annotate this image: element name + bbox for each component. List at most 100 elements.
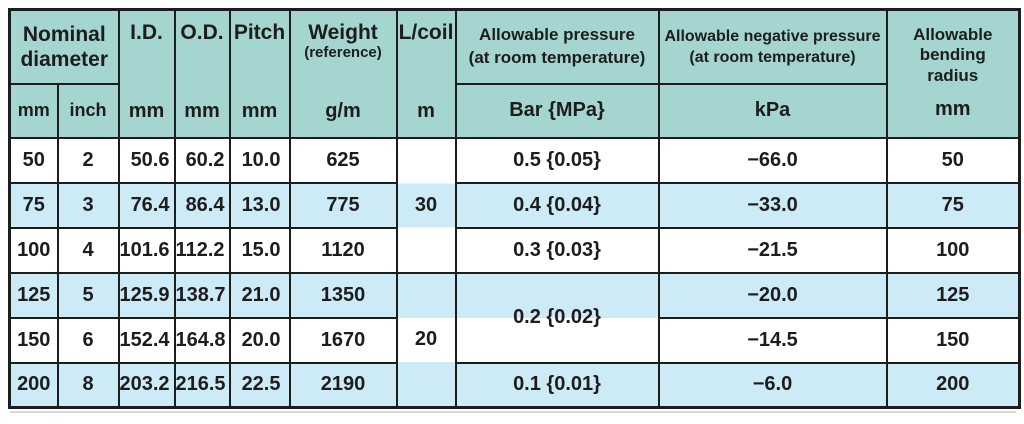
- cell-weight: 1350: [288, 271, 398, 319]
- cell-nominal-mm: 100: [8, 226, 59, 274]
- cell-nominal-inch: 6: [56, 316, 120, 364]
- header-negative-pressure-sub: (at room temperature): [689, 48, 856, 66]
- header-pitch-label: Pitch: [233, 20, 286, 44]
- header-pressure: Allowable pressure (at room temperature): [454, 8, 660, 85]
- header-negative-pressure: Allowable negative pressure (at room tem…: [657, 8, 888, 85]
- cell-pressure-group: 0.2 {0.02}: [454, 271, 660, 364]
- cell-od: 86.4: [173, 181, 231, 229]
- header-pressure-label: Allowable pressure: [479, 25, 635, 45]
- table-row-150: 150 6 152.4 164.8 20.0 1670 −14.5 150: [8, 316, 1021, 364]
- cell-id: 76.4: [117, 181, 176, 229]
- cell-pitch: 22.5: [228, 361, 291, 409]
- cell-negative-pressure: −66.0: [657, 136, 888, 184]
- cell-weight: 775: [288, 181, 398, 229]
- header-pitch: Pitch mm: [228, 8, 291, 139]
- cell-nominal-mm: 200: [8, 361, 59, 409]
- cell-pitch: 20.0: [228, 316, 291, 364]
- header-nominal-diameter-label: Nominal diameter: [20, 22, 109, 71]
- spec-table: Nominal diameter I.D. mm O.D. mm Pitch m…: [8, 8, 1021, 409]
- header-pressure-sub: (at room temperature): [468, 47, 646, 67]
- header-od-label: O.D.: [180, 20, 224, 44]
- cell-weight: 2190: [288, 361, 398, 409]
- header-od-unit: mm: [184, 99, 220, 122]
- cell-id: 203.2: [117, 361, 176, 409]
- header-weight: Weight (reference) g/m: [288, 8, 398, 139]
- cell-negative-pressure: −21.5: [657, 226, 888, 274]
- header-nominal-mm-label: mm: [17, 100, 50, 120]
- header-pitch-unit: mm: [241, 99, 278, 122]
- header-bending-radius: Allowable bending radius mm: [885, 8, 1021, 139]
- header-id-unit: mm: [128, 99, 165, 122]
- header-negative-pressure-unit: kPa: [657, 82, 888, 139]
- cell-od: 112.2: [173, 226, 231, 274]
- cell-nominal-mm: 150: [8, 316, 59, 364]
- cell-id: 50.6: [117, 136, 176, 184]
- cell-pressure: 0.5 {0.05}: [454, 136, 660, 184]
- header-nominal-inch: inch: [56, 82, 120, 139]
- cell-od: 164.8: [173, 316, 231, 364]
- cell-nominal-inch: 5: [56, 271, 120, 319]
- header-row-labels: Nominal diameter I.D. mm O.D. mm Pitch m…: [8, 8, 1021, 139]
- spec-table-wrapper: Nominal diameter I.D. mm O.D. mm Pitch m…: [8, 8, 1021, 413]
- cell-nominal-mm: 125: [8, 271, 59, 319]
- cell-weight: 1120: [288, 226, 398, 274]
- cell-bending-radius: 75: [885, 181, 1021, 229]
- cell-nominal-mm: 50: [8, 136, 59, 184]
- header-lcoil-unit: m: [417, 99, 435, 122]
- header-row-units: mm inch Bar {MPa} kPa: [8, 82, 1020, 139]
- table-row-75: 75 3 76.4 86.4 13.0 775 0.4 {0.04} −33.0…: [8, 181, 1021, 229]
- header-bending-radius-label: Allowable bending radius: [913, 24, 993, 85]
- cell-weight: 625: [288, 136, 398, 184]
- cell-nominal-inch: 8: [56, 361, 120, 409]
- cell-lcoil-group2: 20: [395, 271, 457, 409]
- cell-negative-pressure: −20.0: [657, 271, 888, 319]
- table-row-100: 100 4 101.6 112.2 15.0 1120 0.3 {0.03} −…: [8, 226, 1021, 274]
- header-bending-radius-unit: mm: [934, 97, 971, 120]
- cell-bending-radius: 125: [885, 271, 1021, 319]
- cell-bending-radius: 100: [885, 226, 1021, 274]
- header-lcoil-label: L/coil: [398, 20, 454, 44]
- cell-nominal-inch: 3: [56, 181, 120, 229]
- cell-bending-radius: 50: [885, 136, 1021, 184]
- table-row-200: 200 8 203.2 216.5 22.5 2190 0.1 {0.01} −…: [8, 361, 1021, 409]
- cell-weight: 1670: [288, 316, 398, 364]
- header-id: I.D. mm: [117, 8, 176, 139]
- table-row-125: 125 5 125.9 138.7 21.0 1350 20 0.2 {0.02…: [8, 271, 1021, 409]
- cell-negative-pressure: −6.0: [657, 361, 888, 409]
- cell-id: 152.4: [117, 316, 176, 364]
- header-weight-label: Weight: [308, 20, 378, 44]
- header-nominal-diameter: Nominal diameter: [8, 8, 120, 85]
- cell-pitch: 13.0: [228, 181, 291, 229]
- cell-od: 60.2: [173, 136, 231, 184]
- cell-od: 216.5: [173, 361, 231, 409]
- header-weight-sub: (reference): [304, 43, 382, 61]
- cell-pitch: 15.0: [228, 226, 291, 274]
- header-negative-pressure-unit-label: kPa: [754, 99, 791, 121]
- table-row-50: 50 2 50.6 60.2 10.0 625 30 0.5 {0.05} −6…: [8, 136, 1021, 274]
- header-weight-unit: g/m: [325, 99, 361, 122]
- table-bottom-shadow: [10, 411, 1016, 413]
- header-pressure-unit: Bar {MPa}: [454, 82, 660, 139]
- cell-pitch: 21.0: [228, 271, 291, 319]
- cell-bending-radius: 150: [885, 316, 1021, 364]
- cell-negative-pressure: −14.5: [657, 316, 888, 364]
- cell-negative-pressure: −33.0: [657, 181, 888, 229]
- cell-pressure: 0.1 {0.01}: [454, 361, 660, 409]
- header-weight-labels: Weight (reference): [292, 20, 395, 62]
- cell-lcoil-group1: 30: [395, 136, 457, 274]
- cell-id: 101.6: [117, 226, 176, 274]
- cell-pressure: 0.3 {0.03}: [454, 226, 660, 274]
- cell-pressure: 0.4 {0.04}: [454, 181, 660, 229]
- cell-pitch: 10.0: [228, 136, 291, 184]
- header-nominal-inch-label: inch: [69, 100, 107, 120]
- header-nominal-mm: mm: [8, 82, 59, 139]
- cell-nominal-inch: 4: [56, 226, 120, 274]
- header-od: O.D. mm: [173, 8, 231, 139]
- cell-od: 138.7: [173, 271, 231, 319]
- cell-bending-radius: 200: [885, 361, 1021, 409]
- header-lcoil: L/coil m: [395, 8, 457, 139]
- header-pressure-unit-label: Bar {MPa}: [509, 99, 605, 121]
- cell-nominal-inch: 2: [56, 136, 120, 184]
- cell-id: 125.9: [117, 271, 176, 319]
- header-id-label: I.D.: [130, 20, 163, 44]
